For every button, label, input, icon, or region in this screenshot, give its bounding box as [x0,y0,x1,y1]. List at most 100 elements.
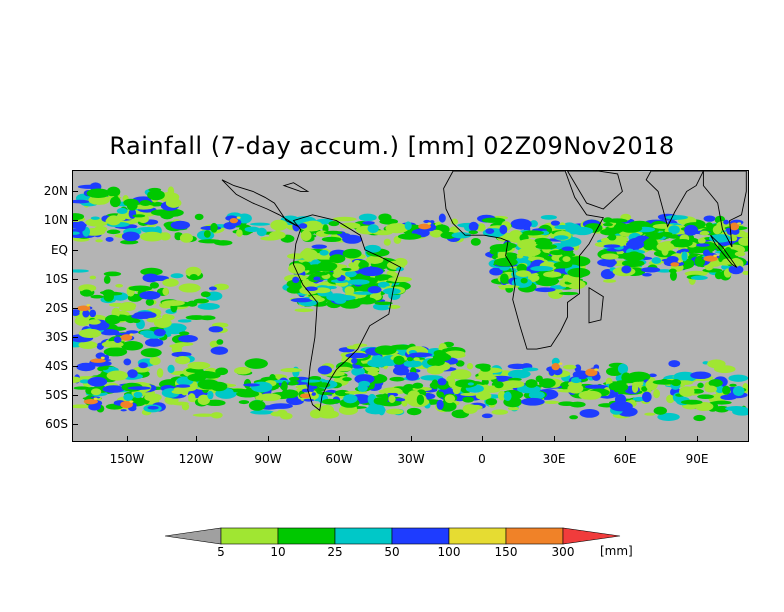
rain-cell [553,261,573,269]
legend-swatch [391,527,450,545]
rain-cell [103,275,111,284]
legend-threshold-label: 25 [327,545,343,559]
rain-cell [106,186,121,197]
rain-cell [517,247,541,257]
rain-cell [626,371,651,382]
latitude-tick [72,250,78,251]
latitude-label: EQ [50,243,68,257]
rain-cell [562,364,577,370]
rain-cell [208,286,217,291]
rain-cell [332,272,342,278]
rain-cell [102,385,125,393]
rain-cell [178,335,198,343]
rain-cell [558,401,576,407]
rain-cell [621,252,646,261]
rain-cell [197,394,211,406]
rain-cell [319,404,335,416]
rain-cell [657,412,680,421]
rain-cell [725,405,748,412]
rain-cell [367,286,382,294]
rain-cell [668,268,677,274]
rain-cell [286,285,303,294]
rain-cell [73,213,85,221]
rain-cell [339,233,351,239]
rain-cell [444,394,456,404]
rain-cell [78,340,98,350]
rain-cell [395,398,406,402]
rain-cell [341,267,352,272]
madagascar-outline [588,286,604,324]
longitude-tick [127,436,128,442]
rain-cell [142,273,160,283]
rain-cell [551,363,560,371]
rain-cell [357,297,377,305]
rain-cell [388,395,396,403]
rain-cell [250,381,273,393]
rain-cell [522,230,545,236]
rain-cell [95,239,103,243]
rain-cell [715,385,725,394]
rain-cell [145,298,155,306]
longitude-label: 30E [542,452,566,466]
rain-cell [501,242,517,249]
rain-cell [300,393,311,399]
rain-cell [500,273,509,284]
rain-cell [574,364,582,373]
rain-cell [349,283,370,293]
rain-cell [708,379,723,387]
rain-cell [189,274,198,281]
rain-cell [682,258,695,269]
longitude-label: 0 [478,452,486,466]
rain-cell [185,266,202,278]
rain-cell [328,220,340,227]
rain-cell [597,258,617,267]
rain-cell [112,332,123,336]
rain-cell [351,357,358,364]
rain-cell [343,249,358,255]
rain-cell [475,375,497,381]
rain-cell [170,273,184,279]
rain-cell [475,391,492,401]
rain-cell [481,217,506,223]
legend-threshold-label: 100 [437,545,461,559]
rain-cell [538,378,556,388]
rain-cell [653,389,661,399]
rain-cell [666,255,679,263]
rain-cell [179,233,193,243]
rain-cell [280,367,303,373]
longitude-tick [268,436,269,442]
rain-cell [210,346,229,355]
rain-cell [73,199,90,204]
rain-cell [73,376,82,383]
rain-cell [558,362,563,365]
rain-cell [666,394,675,404]
southeast-asia-outline [702,171,747,248]
rain-cell [485,398,498,406]
rain-cell [90,388,102,396]
rain-cell [300,230,312,241]
rain-cell [238,400,250,405]
rain-cell [481,413,493,419]
rain-cell [429,229,443,238]
rain-cell [697,237,706,244]
rain-cell [520,397,545,406]
rain-cell [386,408,404,415]
longitude-tick [196,436,197,442]
rain-cell [493,257,518,267]
rain-cell [640,267,661,273]
latitude-tick [72,308,78,309]
rain-cell [405,371,419,381]
rain-cell [686,247,697,254]
rain-cell [393,355,405,365]
rainfall-map [72,170,749,442]
rain-cell [503,391,512,401]
rain-cell [301,388,311,393]
rain-cell [642,239,655,251]
rain-cell [578,376,586,380]
rain-cell [333,294,343,299]
rain-cell [93,397,98,400]
rain-cell [571,226,594,236]
arabia-outline [566,171,623,210]
rain-cell [120,400,133,409]
rain-cell [367,224,379,233]
